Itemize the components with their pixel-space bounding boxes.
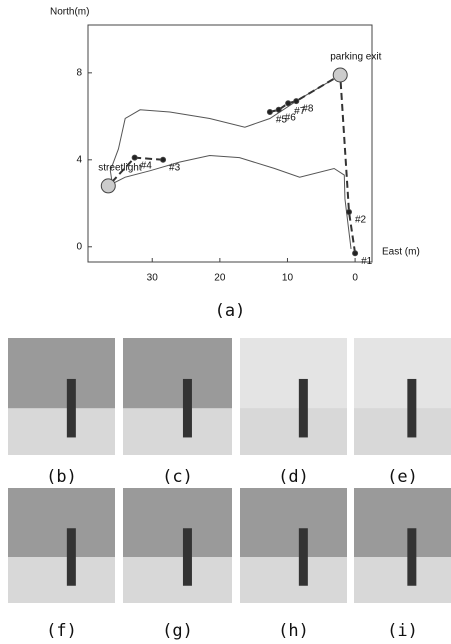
point-label: parking exit (330, 52, 381, 63)
panel-caption: (g) (162, 621, 193, 641)
photo-ground (240, 408, 347, 455)
photo-panel: (e) (354, 338, 451, 487)
photo-panel: (d) (240, 338, 347, 487)
photo-ground (354, 557, 451, 603)
photo-pole (183, 528, 192, 586)
x-tick-label: 20 (214, 273, 226, 284)
photo-panel: (g) (123, 488, 232, 641)
photo-pole (407, 379, 416, 438)
point-label: #4 (141, 160, 153, 171)
y-tick-label: 4 (76, 154, 82, 165)
photo-pole (183, 379, 192, 438)
landmark (333, 68, 347, 82)
photo-ground (123, 557, 232, 603)
y-tick-label: 8 (76, 67, 82, 78)
photo-panel: (f) (8, 488, 115, 641)
waypoint (132, 155, 137, 160)
photo-panel: (b) (8, 338, 115, 487)
photo-pole (407, 528, 416, 586)
point-label: #1 (361, 256, 373, 267)
photo-ground (8, 557, 115, 603)
photo-panel: (c) (123, 338, 232, 487)
panel-caption: (h) (278, 621, 309, 641)
photo-ground (240, 557, 347, 603)
y-tick-label: 0 (76, 241, 82, 252)
photo-pole (67, 379, 76, 438)
waypoint (353, 251, 358, 256)
panel-caption: (e) (387, 467, 418, 487)
landmark (101, 179, 115, 193)
caption: (a) (215, 301, 246, 321)
photo-pole (299, 379, 308, 438)
waypoint (294, 99, 299, 104)
photo-pole (67, 528, 76, 586)
point-label: #5 (276, 115, 288, 126)
point-label: #7 (294, 106, 306, 117)
panel-caption: (c) (162, 467, 193, 487)
waypoint (161, 157, 166, 162)
panel-caption: (d) (278, 467, 309, 487)
point-label: #2 (355, 215, 367, 226)
x-axis-label: East (m) (382, 247, 420, 258)
photo-panel: (i) (354, 488, 451, 641)
x-tick-label: 30 (147, 273, 159, 284)
waypoint (276, 107, 281, 112)
waypoint (267, 109, 272, 114)
figure-canvas: North(m) East (m) (a) 30 20 10 0 0 4 8 #1 #2 park… (0, 0, 451, 644)
photo-ground (123, 408, 232, 455)
panel-caption: (b) (46, 467, 77, 487)
point-label: streetlight (98, 163, 142, 174)
photo-ground (354, 408, 451, 455)
y-axis-label: North(m) (50, 7, 89, 18)
route-line (270, 75, 355, 253)
x-tick-label: 10 (282, 273, 294, 284)
figure: North(m) East (m) (a) 30 20 10 0 0 4 8 #1 #2 park… (0, 0, 451, 644)
photo-ground (8, 408, 115, 455)
x-tick-label: 0 (352, 273, 358, 284)
photo-panel: (h) (240, 488, 347, 641)
photo-pole (299, 528, 308, 586)
waypoint (286, 101, 291, 106)
waypoint (347, 209, 352, 214)
panel-caption: (f) (46, 621, 77, 641)
panel-caption: (i) (387, 621, 418, 641)
point-label: #3 (169, 162, 181, 173)
